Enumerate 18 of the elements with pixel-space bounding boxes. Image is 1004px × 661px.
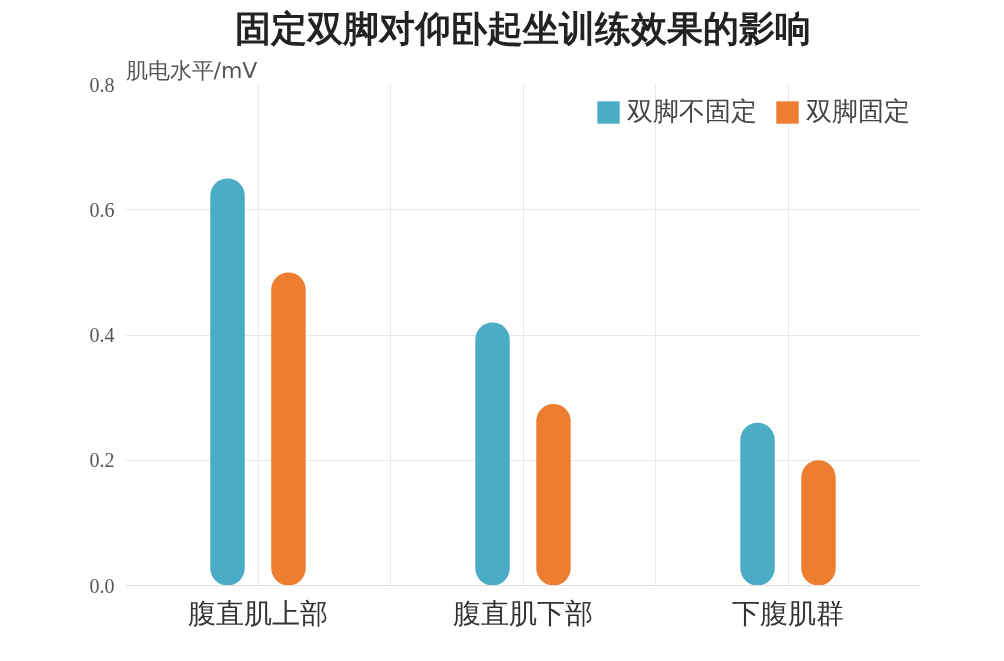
bar (475, 322, 510, 586)
x-tick-label: 腹直肌上部 (188, 596, 328, 630)
y-tick-label: 0.8 (89, 73, 115, 96)
y-tick-label: 0.4 (89, 324, 115, 346)
bar (271, 272, 306, 586)
x-tick-label: 下腹肌群 (732, 596, 844, 630)
chart-title: 固定双脚对仰卧起坐训练效果的影响 (235, 7, 811, 49)
bar (536, 403, 571, 586)
bar (740, 422, 775, 586)
legend-label: 双脚不固定 (627, 95, 757, 128)
y-tick-label: 0.0 (89, 574, 115, 597)
bar (801, 460, 836, 586)
bar (210, 178, 245, 586)
y-axis-title: 肌电水平/mV (125, 57, 258, 83)
x-tick-label: 腹直肌下部 (453, 596, 593, 630)
y-tick-label: 0.6 (89, 198, 115, 221)
y-tick-label: 0.2 (89, 449, 115, 472)
legend-label: 双脚固定 (806, 95, 910, 128)
